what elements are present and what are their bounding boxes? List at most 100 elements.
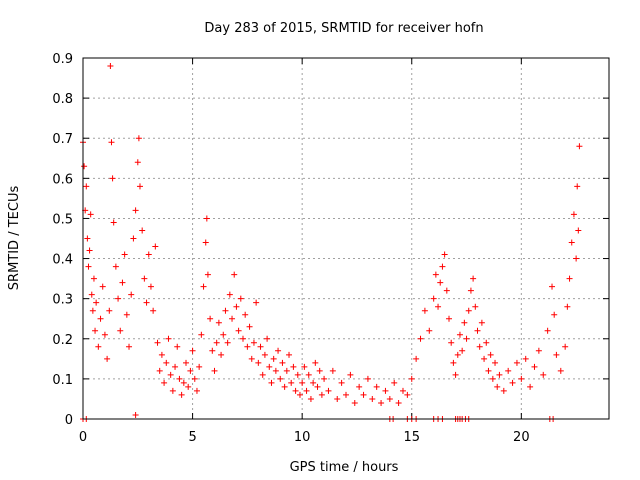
data-point — [255, 359, 262, 366]
data-point — [154, 339, 161, 346]
data-point — [172, 363, 179, 370]
y-tick-label: 0.8 — [52, 92, 73, 107]
data-point — [325, 387, 332, 394]
data-point — [500, 387, 507, 394]
data-point — [373, 383, 380, 390]
data-point — [224, 339, 231, 346]
data-point — [391, 379, 398, 386]
data-point — [283, 367, 290, 374]
data-point — [218, 351, 225, 358]
data-points — [80, 63, 583, 422]
data-point — [242, 311, 249, 318]
data-point — [84, 235, 91, 242]
data-point — [237, 295, 244, 302]
data-point — [562, 343, 569, 350]
data-point — [459, 347, 466, 354]
x-axis-label: GPS time / hours — [290, 460, 399, 475]
y-tick-label: 0.2 — [52, 333, 73, 348]
data-point — [566, 275, 573, 282]
data-point — [386, 395, 393, 402]
data-point — [568, 239, 575, 246]
data-point — [233, 303, 240, 310]
data-point — [338, 379, 345, 386]
data-point — [259, 371, 266, 378]
y-tick-label: 0.1 — [52, 373, 73, 388]
data-point — [399, 387, 406, 394]
data-point — [494, 383, 501, 390]
y-tick-label: 0.9 — [52, 52, 73, 67]
data-point — [456, 331, 463, 338]
data-point — [527, 383, 534, 390]
y-tick-label: 0.7 — [52, 132, 73, 147]
data-point — [544, 327, 551, 334]
data-point — [448, 339, 455, 346]
data-point — [321, 375, 328, 382]
data-point — [277, 375, 284, 382]
data-point — [110, 219, 117, 226]
data-point — [145, 251, 152, 258]
data-point — [281, 383, 288, 390]
data-point — [187, 367, 194, 374]
y-tick-label: 0.4 — [52, 253, 73, 268]
data-point — [257, 343, 264, 350]
data-point — [343, 391, 349, 398]
data-point — [104, 355, 111, 362]
data-point — [207, 315, 214, 322]
data-point — [564, 303, 571, 310]
data-point — [439, 263, 446, 270]
data-point — [244, 343, 251, 350]
data-point — [435, 303, 442, 310]
data-point — [421, 307, 428, 314]
y-tick-label: 0.6 — [52, 172, 73, 187]
data-point — [220, 331, 227, 338]
data-point — [522, 355, 529, 362]
data-point — [161, 379, 168, 386]
data-point — [109, 175, 116, 182]
data-point — [395, 399, 402, 406]
data-point — [193, 387, 200, 394]
data-point — [450, 359, 457, 366]
data-point — [203, 215, 210, 222]
data-point — [296, 391, 303, 398]
data-point — [443, 287, 450, 294]
data-point — [496, 371, 503, 378]
data-point — [178, 391, 185, 398]
data-point — [92, 327, 99, 334]
data-point — [279, 359, 286, 366]
x-tick-label: 5 — [188, 430, 196, 445]
data-point — [272, 367, 279, 374]
data-point — [235, 327, 242, 334]
data-point — [174, 343, 181, 350]
data-point — [130, 235, 137, 242]
data-point — [231, 271, 238, 278]
data-point — [467, 287, 474, 294]
axis-ticks: 0 0.1 0.2 0.3 0.4 0.5 0.6 0.7 0.8 0.9 0 5 10 15 20 — [52, 52, 609, 445]
data-point — [509, 379, 516, 386]
data-point — [288, 379, 295, 386]
data-point — [132, 411, 139, 418]
data-point — [90, 275, 97, 282]
data-point — [132, 207, 139, 214]
data-point — [303, 387, 310, 394]
data-point — [518, 375, 525, 382]
data-point — [481, 355, 488, 362]
data-point — [329, 367, 336, 374]
data-point — [253, 299, 260, 306]
data-point — [314, 383, 321, 390]
data-point — [126, 343, 133, 350]
data-point — [211, 367, 218, 374]
y-tick-label: 0.5 — [52, 212, 73, 227]
x-tick-label: 0 — [79, 430, 87, 445]
data-point — [246, 323, 253, 330]
data-point — [180, 379, 187, 386]
data-point — [549, 283, 556, 290]
data-point — [378, 399, 385, 406]
data-point — [485, 367, 492, 374]
data-point — [318, 391, 325, 398]
data-point — [261, 351, 268, 358]
data-point — [408, 375, 415, 382]
data-point — [452, 371, 459, 378]
x-tick-label: 10 — [294, 430, 311, 445]
data-point — [382, 387, 389, 394]
data-point — [535, 347, 542, 354]
